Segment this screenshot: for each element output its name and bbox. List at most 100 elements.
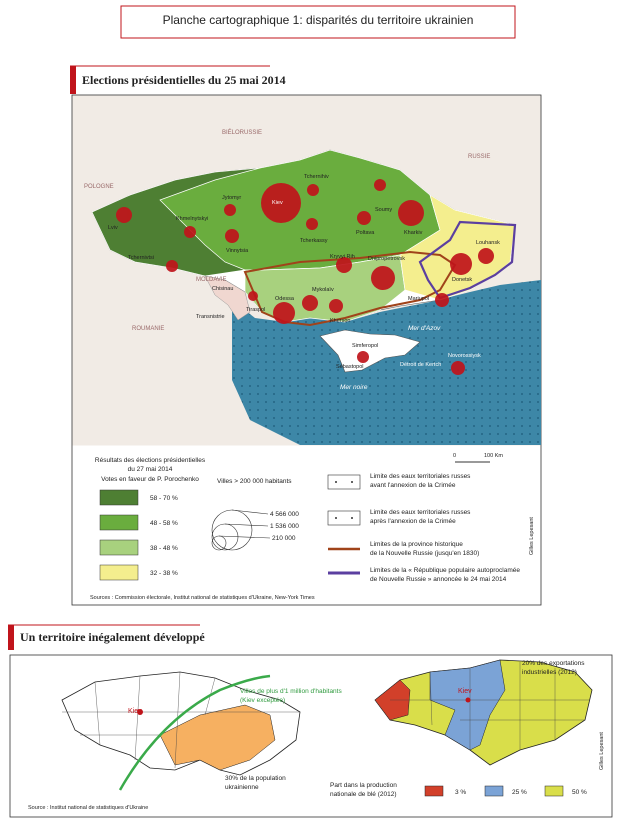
city-circle [451, 361, 465, 375]
dot [335, 481, 337, 483]
place-label: Transnistrie [196, 314, 225, 320]
header-title: Planche cartographique 1: disparités du … [163, 13, 474, 27]
kiev-dot [465, 697, 471, 703]
legend-subtitle: Votes en faveur de P. Porochenko [101, 476, 199, 483]
city-circle [116, 207, 132, 223]
source: Sources : Commission électorale, Institu… [90, 595, 315, 601]
legend-swatch [544, 785, 564, 797]
legend-label: 1 536 000 [270, 523, 299, 530]
note: 20% des exportations [522, 660, 585, 667]
city-circle [225, 229, 239, 243]
city-circle [302, 295, 318, 311]
place-label: Kherson [330, 318, 351, 324]
accent [70, 66, 76, 94]
place-label: Donetsk [452, 277, 472, 283]
wheat-25 [429, 659, 506, 751]
legend-swatch [424, 785, 444, 797]
legend-swatch [99, 564, 139, 581]
novorossiya-2014 [418, 220, 517, 300]
kiev-label: Kiev [458, 688, 472, 695]
legend-label: 38 - 48 % [150, 545, 178, 552]
city-circle [307, 184, 319, 196]
city-circles [116, 179, 494, 375]
city-circle [248, 291, 258, 301]
legend-label: après l'annexion de la Crimée [370, 518, 456, 525]
place-label: Tchernivtsi [128, 255, 154, 261]
legend-label: 4 566 000 [270, 511, 299, 518]
legend-label: de Nouvelle Russie » annoncée le 24 mai … [370, 576, 507, 583]
legend-title: Part dans la production [330, 782, 397, 789]
legend-label: Limites de la « République populaire aut… [370, 567, 520, 574]
place-label: Kharkiv [404, 230, 423, 236]
header-box [120, 5, 516, 39]
moldova [204, 275, 251, 321]
legend-swatch [99, 514, 139, 531]
scale-label: 0 [453, 453, 456, 459]
city-circle [224, 204, 236, 216]
legend-label: de la Nouvelle Russie (jusqu'en 1830) [370, 550, 479, 557]
place-label: Soumy [375, 207, 392, 213]
black-sea [232, 280, 541, 445]
leader [224, 523, 269, 527]
city-circle [357, 351, 369, 363]
city-circle [374, 179, 386, 191]
place-label: Novorossiysk [448, 353, 481, 359]
country-label: MOLDAVIE [196, 277, 227, 283]
legend-label: 25 % [512, 789, 527, 796]
place-label: Chisinau [212, 286, 233, 292]
legend-title: Résultats des élections présidentielles [95, 457, 206, 464]
crimea [319, 329, 421, 373]
kiev-label: Kiev [128, 708, 142, 715]
accent [8, 625, 14, 650]
legend-label: 48 - 58 % [150, 520, 178, 527]
city-circle [261, 183, 301, 223]
city-circle [184, 226, 196, 238]
legend-swatch [484, 785, 504, 797]
dot [351, 517, 353, 519]
sea-label: Mer noire [340, 384, 368, 391]
country-label: ROUMANIE [132, 326, 164, 332]
legend-label: Limite des eaux territoriales russes [370, 509, 471, 516]
legend-label: 50 % [572, 789, 587, 796]
place-label: Sébastopol [336, 364, 364, 370]
legend-label: Limites de la province historique [370, 541, 463, 548]
place-label: Mykolaïv [312, 287, 334, 293]
credit: Gilles Lepesant [529, 517, 535, 555]
place-label: Lviv [108, 225, 118, 231]
legend-label: avant l'annexion de la Crimée [370, 482, 456, 489]
kiev-dot [137, 709, 143, 715]
city-circle [357, 211, 371, 225]
legend-title: nationale de blé (2012) [330, 791, 397, 798]
note: industrielles (2012) [522, 669, 577, 676]
note: (Kiev exceptée) [240, 697, 285, 704]
place-label: Kryvyi Rih [330, 254, 355, 260]
legend-label: 210 000 [272, 535, 296, 542]
place-label: Vinnytsia [226, 248, 249, 254]
leader [231, 509, 269, 515]
dot [335, 517, 337, 519]
place-label: Jytomyr [222, 195, 241, 201]
place-label: Kiev [272, 200, 283, 206]
dot [351, 481, 353, 483]
scale-label: 100 Km [484, 453, 503, 459]
place-label: Simferopol [352, 343, 378, 349]
place-label: Louhansk [476, 240, 500, 246]
section-title: Un territoire inégalement développé [20, 630, 205, 644]
legend-label: 32 - 38 % [150, 570, 178, 577]
region-borders [390, 662, 590, 750]
place-label: Mariupol [408, 296, 429, 302]
place-label: Tchernihiv [304, 174, 329, 180]
country-label: POLOGNE [84, 184, 114, 190]
section-title: Elections présidentielles du 25 mai 2014 [82, 73, 286, 87]
city-circle [371, 266, 395, 290]
legend-swatch [99, 489, 139, 506]
legend-swatch [99, 539, 139, 556]
legend-label: 58 - 70 % [150, 495, 178, 502]
city-circle [166, 260, 178, 272]
source: Source : Institut national de statistiqu… [28, 805, 148, 811]
city-circle [329, 299, 343, 313]
legend-label: Limite des eaux territoriales russes [370, 473, 471, 480]
place-label: Dnipropetrovsk [368, 256, 405, 262]
city-circle [450, 253, 472, 275]
